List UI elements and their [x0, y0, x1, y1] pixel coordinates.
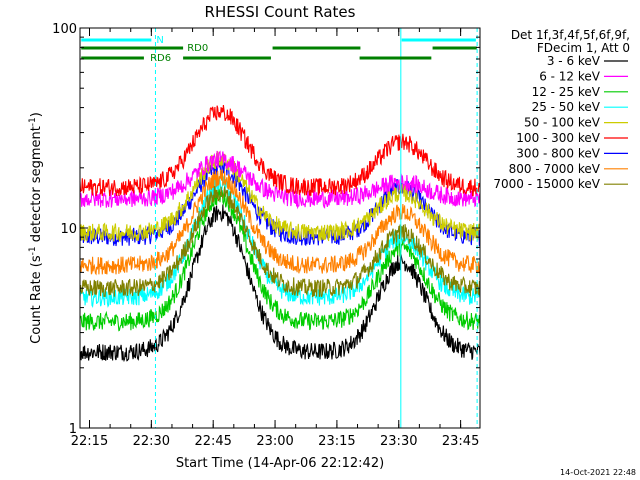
series-line-0: [79, 204, 481, 363]
x-tick-label-2: 22:45: [194, 434, 231, 449]
night-bar-label: N: [156, 35, 163, 46]
legend-label-7: 800 - 7000 keV: [509, 162, 601, 176]
legend-label-1: 6 - 12 keV: [539, 69, 601, 83]
series-line-2: [79, 187, 481, 332]
footer-timestamp: 14-Oct-2021 22:48: [560, 468, 636, 477]
y-tick-label-0: 1: [69, 422, 77, 437]
legend: Det 1f,3f,4f,5f,6f,9f, FDecim 1, Att 0 3…: [493, 28, 630, 191]
x-tick-label-3: 23:00: [256, 434, 293, 449]
x-tick-label-5: 23:30: [380, 434, 417, 449]
y-axis-label-tail: detector segment: [29, 126, 44, 246]
legend-label-2: 12 - 25 keV: [532, 85, 601, 99]
x-axis-label: Start Time (14-Apr-06 22:12:42): [176, 456, 384, 471]
legend-header-line-1: Det 1f,3f,4f,5f,6f,9f,: [511, 28, 630, 42]
x-tick-label-1: 22:30: [133, 434, 170, 449]
chart-title: RHESSI Count Rates: [205, 3, 356, 21]
x-tick-label-4: 23:15: [318, 434, 355, 449]
axis-layer: 1 10 100 22:15 22:30 22:45 23:00 23:15 23:30 23:4…: [52, 22, 480, 449]
legend-label-0: 3 - 6 keV: [547, 54, 601, 68]
legend-label-3: 25 - 50 keV: [532, 100, 601, 114]
y-axis-label-exp1: -1: [28, 246, 38, 255]
x-tick-label-0: 22:15: [71, 434, 108, 449]
legend-label-6: 300 - 800 keV: [516, 146, 600, 160]
series-line-8: [79, 185, 481, 298]
series-line-5: [79, 105, 481, 197]
y-axis-label-exp2: -1: [28, 117, 38, 126]
y-axis-label-close: ): [29, 112, 44, 117]
legend-label-8: 7000 - 15000 keV: [493, 177, 600, 191]
legend-label-5: 100 - 300 keV: [516, 131, 600, 145]
y-axis-label: Count Rate (s-1 detector segment-1): [28, 112, 44, 344]
legend-label-4: 50 - 100 keV: [524, 116, 601, 130]
rd-bar-label-0: RD0: [187, 43, 208, 54]
x-tick-label-6: 23:45: [442, 434, 479, 449]
y-tick-label-2: 100: [52, 22, 77, 37]
series-layer: [79, 105, 481, 363]
series-line-7: [79, 169, 481, 276]
series-line-1: [79, 150, 481, 210]
y-tick-label-1: 10: [60, 222, 77, 237]
legend-header-line-2: FDecim 1, Att 0: [537, 41, 630, 55]
rd-bar-label-3: RD6: [150, 53, 171, 64]
y-axis-label-main: Count Rate (s: [29, 255, 44, 344]
series-line-4: [79, 151, 481, 243]
